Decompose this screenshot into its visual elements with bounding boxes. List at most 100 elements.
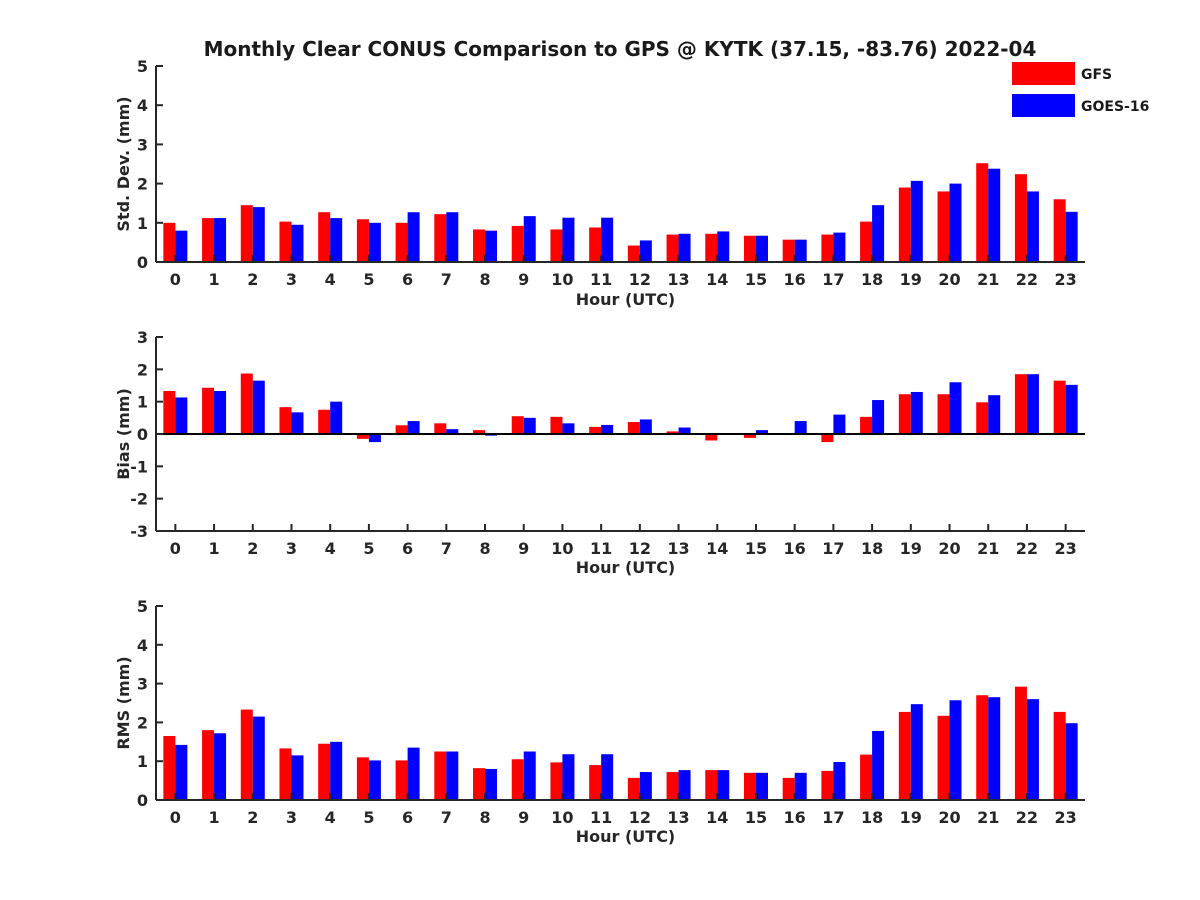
- x-tick-label: 4: [325, 270, 336, 289]
- bar-gfs-15: [743, 434, 756, 438]
- x-tick-label: 4: [325, 539, 336, 558]
- bar-gfs-21: [976, 695, 989, 800]
- bar-gfs-6: [395, 425, 408, 434]
- y-tick-label: 3: [137, 328, 148, 347]
- bar-gfs-16: [782, 239, 795, 262]
- x-axis-label: Hour (UTC): [576, 558, 676, 577]
- x-tick-label: 0: [170, 539, 181, 558]
- bar-goes-16-10: [562, 423, 575, 434]
- x-tick-label: 7: [441, 539, 452, 558]
- bar-gfs-5: [356, 219, 369, 262]
- y-tick-label: -3: [130, 522, 148, 541]
- bar-goes-16-19: [910, 391, 923, 434]
- bar-goes-16-15: [755, 235, 768, 262]
- x-tick-label: 3: [286, 808, 297, 827]
- bar-goes-16-14: [717, 770, 730, 800]
- bar-goes-16-17: [833, 761, 846, 800]
- x-tick-label: 12: [629, 270, 651, 289]
- legend-swatch-goes-16: [1012, 94, 1075, 117]
- x-tick-label: 1: [208, 808, 219, 827]
- x-tick-label: 6: [402, 539, 413, 558]
- y-tick-label: 2: [137, 175, 148, 194]
- bar-gfs-13: [666, 772, 679, 800]
- bar-goes-16-12: [639, 240, 652, 262]
- bar-goes-16-19: [910, 180, 923, 262]
- bar-goes-16-15: [755, 772, 768, 800]
- bar-gfs-2: [240, 373, 253, 434]
- y-tick-label: 2: [137, 713, 148, 732]
- bar-goes-16-13: [678, 427, 691, 434]
- bar-gfs-19: [898, 187, 911, 262]
- bar-gfs-20: [937, 191, 950, 262]
- bar-goes-16-16: [794, 421, 807, 434]
- bar-goes-16-22: [1026, 191, 1039, 262]
- x-tick-label: 17: [822, 539, 844, 558]
- bar-gfs-1: [202, 387, 215, 434]
- y-tick-label: 4: [137, 636, 148, 655]
- bar-goes-16-15: [755, 430, 768, 434]
- bar-goes-16-9: [523, 751, 536, 800]
- bar-goes-16-23: [1065, 211, 1078, 262]
- bar-gfs-19: [898, 711, 911, 800]
- x-tick-label: 22: [1016, 270, 1038, 289]
- x-tick-label: 21: [977, 539, 999, 558]
- bar-gfs-13: [666, 431, 679, 434]
- x-tick-label: 12: [629, 539, 651, 558]
- x-tick-label: 11: [590, 808, 612, 827]
- x-tick-label: 11: [590, 270, 612, 289]
- bar-gfs-7: [434, 214, 447, 262]
- bar-goes-16-6: [407, 421, 420, 434]
- bar-goes-16-5: [368, 760, 381, 800]
- bar-gfs-12: [627, 422, 640, 434]
- x-tick-label: 18: [861, 539, 883, 558]
- bar-gfs-7: [434, 423, 447, 434]
- x-tick-label: 2: [247, 539, 258, 558]
- x-tick-label: 22: [1016, 808, 1038, 827]
- bar-goes-16-7: [446, 751, 459, 800]
- bar-gfs-10: [550, 229, 563, 262]
- x-tick-label: 21: [977, 808, 999, 827]
- y-tick-label: 1: [137, 752, 148, 771]
- y-tick-label: 5: [137, 597, 148, 616]
- x-tick-label: 3: [286, 539, 297, 558]
- bar-goes-16-17: [833, 414, 846, 434]
- bar-goes-16-3: [291, 412, 304, 434]
- bar-goes-16-23: [1065, 384, 1078, 434]
- x-tick-label: 23: [1055, 539, 1077, 558]
- y-tick-label: 0: [137, 425, 148, 444]
- x-axis-label: Hour (UTC): [576, 827, 676, 846]
- bar-gfs-8: [473, 430, 486, 434]
- bar-goes-16-2: [252, 380, 265, 434]
- x-tick-label: 5: [363, 808, 374, 827]
- bar-goes-16-18: [872, 400, 885, 434]
- x-tick-label: 22: [1016, 539, 1038, 558]
- y-tick-label: 2: [137, 360, 148, 379]
- bar-goes-16-9: [523, 216, 536, 262]
- bar-goes-16-9: [523, 417, 536, 434]
- bar-goes-16-8: [485, 230, 498, 262]
- x-tick-label: 10: [551, 270, 573, 289]
- bar-goes-16-4: [330, 218, 343, 262]
- bar-goes-16-20: [949, 183, 962, 262]
- bar-goes-16-13: [678, 233, 691, 262]
- bar-gfs-17: [821, 234, 834, 262]
- bar-gfs-14: [705, 770, 718, 800]
- bar-gfs-21: [976, 402, 989, 434]
- bar-goes-16-7: [446, 212, 459, 262]
- x-tick-label: 3: [286, 270, 297, 289]
- bar-gfs-6: [395, 760, 408, 800]
- y-axis-label: Std. Dev. (mm): [114, 96, 133, 231]
- bar-gfs-7: [434, 751, 447, 800]
- bar-goes-16-21: [988, 697, 1001, 800]
- bar-gfs-14: [705, 434, 718, 441]
- bar-goes-16-22: [1026, 699, 1039, 800]
- bar-gfs-2: [240, 205, 253, 262]
- y-tick-label: 1: [137, 393, 148, 412]
- bar-gfs-10: [550, 762, 563, 800]
- bar-gfs-17: [821, 770, 834, 800]
- bar-gfs-11: [589, 426, 602, 434]
- x-tick-label: 8: [479, 539, 490, 558]
- bar-goes-16-1: [214, 733, 227, 800]
- bar-goes-16-5: [368, 222, 381, 262]
- x-tick-label: 10: [551, 539, 573, 558]
